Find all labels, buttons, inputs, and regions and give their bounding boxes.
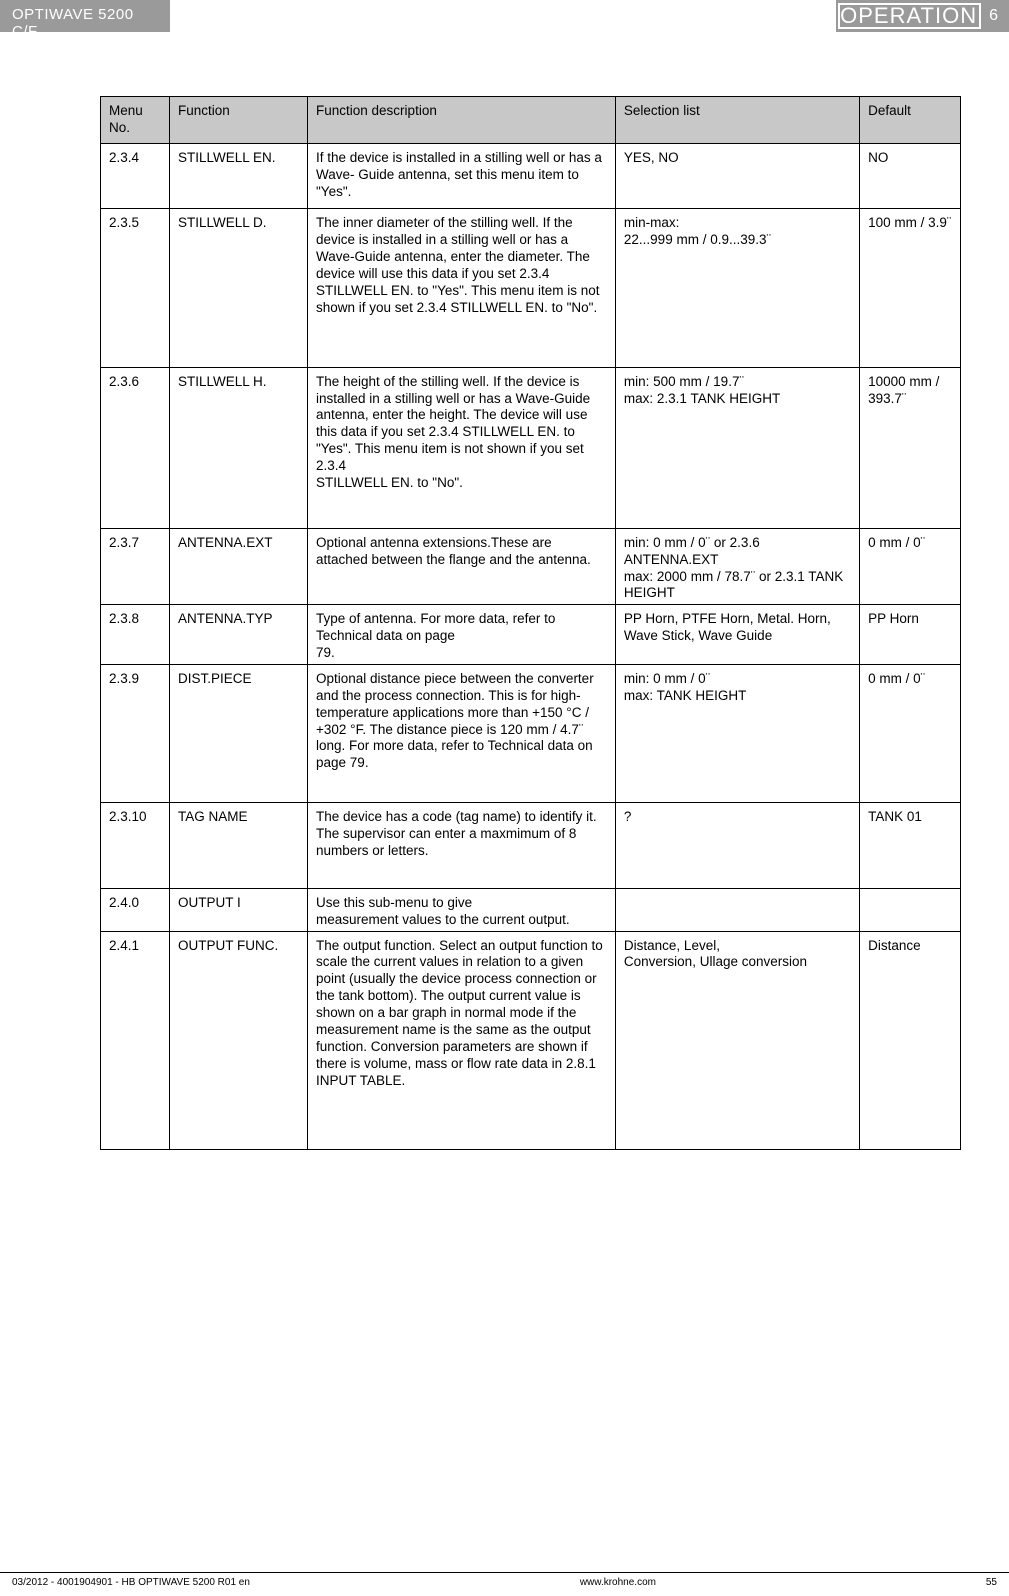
cell-function-desc: The inner diameter of the stilling well.… — [308, 209, 616, 367]
cell-function: TAG NAME — [170, 803, 308, 889]
col-menu-no: Menu No. — [101, 97, 170, 144]
header-product: OPTIWAVE 5200 C/F — [0, 0, 170, 32]
cell-default: Distance — [860, 931, 961, 1150]
footer-right: 55 — [986, 1577, 997, 1588]
table-row: 2.3.7ANTENNA.EXTOptional antenna extensi… — [101, 528, 961, 605]
footer-center: www.krohne.com — [580, 1577, 656, 1588]
cell-function-desc: The device has a code (tag name) to iden… — [308, 803, 616, 889]
cell-function-desc: Type of antenna. For more data, refer to… — [308, 605, 616, 665]
col-selection-list: Selection list — [615, 97, 859, 144]
cell-selection-list — [615, 888, 859, 931]
cell-menu-no: 2.3.8 — [101, 605, 170, 665]
cell-default: PP Horn — [860, 605, 961, 665]
header-bar: OPTIWAVE 5200 C/F OPERATION 6 — [0, 0, 1009, 32]
cell-function-desc: The height of the stilling well. If the … — [308, 367, 616, 528]
table-row: 2.3.6STILLWELL H.The height of the still… — [101, 367, 961, 528]
cell-default — [860, 888, 961, 931]
cell-menu-no: 2.3.6 — [101, 367, 170, 528]
cell-default: 0 mm / 0¨ — [860, 664, 961, 802]
header-section: OPERATION 6 — [836, 0, 1009, 32]
cell-selection-list: min: 0 mm / 0¨ or 2.3.6 ANTENNA.EXT max:… — [615, 528, 859, 605]
cell-function-desc: If the device is installed in a stilling… — [308, 143, 616, 209]
cell-selection-list: min: 0 mm / 0¨ max: TANK HEIGHT — [615, 664, 859, 802]
cell-selection-list: PP Horn, PTFE Horn, Metal. Horn, Wave St… — [615, 605, 859, 665]
cell-function: OUTPUT FUNC. — [170, 931, 308, 1150]
header-section-title: OPERATION — [838, 3, 981, 29]
cell-function-desc: Optional antenna extensions.These are at… — [308, 528, 616, 605]
cell-function: OUTPUT I — [170, 888, 308, 931]
cell-selection-list: Distance, Level, Conversion, Ullage conv… — [615, 931, 859, 1150]
cell-menu-no: 2.3.5 — [101, 209, 170, 367]
table-row: 2.4.0OUTPUT IUse this sub-menu to give m… — [101, 888, 961, 931]
table-row: 2.3.4STILLWELL EN.If the device is insta… — [101, 143, 961, 209]
cell-selection-list: min-max: 22...999 mm / 0.9...39.3¨ — [615, 209, 859, 367]
header-spacer — [170, 0, 836, 32]
table-row: 2.3.5STILLWELL D.The inner diameter of t… — [101, 209, 961, 367]
cell-selection-list: min: 500 mm / 19.7¨ max: 2.3.1 TANK HEIG… — [615, 367, 859, 528]
cell-function: STILLWELL EN. — [170, 143, 308, 209]
cell-function: STILLWELL H. — [170, 367, 308, 528]
cell-function: ANTENNA.TYP — [170, 605, 308, 665]
cell-default: NO — [860, 143, 961, 209]
cell-menu-no: 2.4.0 — [101, 888, 170, 931]
cell-function-desc: Use this sub-menu to give measurement va… — [308, 888, 616, 931]
table-row: 2.3.9DIST.PIECEOptional distance piece b… — [101, 664, 961, 802]
menu-table: Menu No. Function Function description S… — [100, 96, 961, 1150]
cell-selection-list: YES, NO — [615, 143, 859, 209]
table-container: Menu No. Function Function description S… — [0, 32, 1009, 1170]
cell-default: 10000 mm / 393.7¨ — [860, 367, 961, 528]
footer: 03/2012 - 4001904901 - HB OPTIWAVE 5200 … — [0, 1572, 1009, 1588]
cell-menu-no: 2.3.4 — [101, 143, 170, 209]
cell-default: 0 mm / 0¨ — [860, 528, 961, 605]
cell-function-desc: The output function. Select an output fu… — [308, 931, 616, 1150]
cell-default: TANK 01 — [860, 803, 961, 889]
cell-function: DIST.PIECE — [170, 664, 308, 802]
cell-selection-list: ? — [615, 803, 859, 889]
table-row: 2.3.10TAG NAMEThe device has a code (tag… — [101, 803, 961, 889]
header-section-num: 6 — [989, 7, 999, 25]
table-row: 2.3.8ANTENNA.TYPType of antenna. For mor… — [101, 605, 961, 665]
cell-function: ANTENNA.EXT — [170, 528, 308, 605]
table-header-row: Menu No. Function Function description S… — [101, 97, 961, 144]
footer-left: 03/2012 - 4001904901 - HB OPTIWAVE 5200 … — [12, 1577, 250, 1588]
col-default: Default — [860, 97, 961, 144]
col-function-desc: Function description — [308, 97, 616, 144]
cell-function-desc: Optional distance piece between the conv… — [308, 664, 616, 802]
cell-menu-no: 2.3.9 — [101, 664, 170, 802]
cell-function: STILLWELL D. — [170, 209, 308, 367]
cell-menu-no: 2.3.7 — [101, 528, 170, 605]
cell-default: 100 mm / 3.9¨ — [860, 209, 961, 367]
cell-menu-no: 2.4.1 — [101, 931, 170, 1150]
table-row: 2.4.1OUTPUT FUNC.The output function. Se… — [101, 931, 961, 1150]
col-function: Function — [170, 97, 308, 144]
cell-menu-no: 2.3.10 — [101, 803, 170, 889]
